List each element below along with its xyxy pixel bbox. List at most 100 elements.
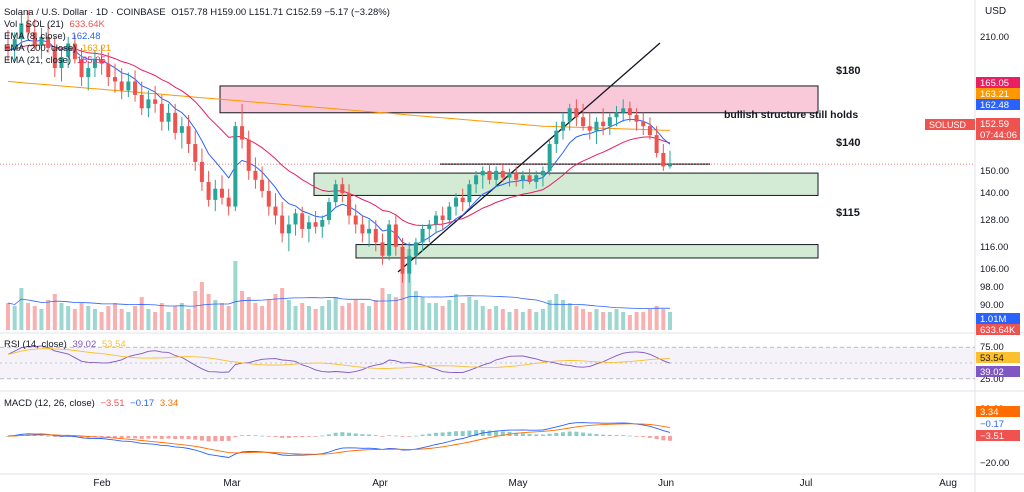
- candle-body[interactable]: [587, 126, 592, 131]
- candle-body[interactable]: [46, 36, 51, 48]
- candle-body[interactable]: [59, 56, 64, 69]
- candle-body[interactable]: [240, 126, 245, 140]
- candle-body[interactable]: [353, 215, 358, 225]
- candle-body[interactable]: [547, 144, 552, 171]
- candle-body[interactable]: [480, 170, 485, 176]
- ema200-label[interactable]: EMA (200, close): [4, 43, 77, 54]
- candle-body[interactable]: [106, 63, 111, 78]
- candle-body[interactable]: [447, 206, 452, 220]
- candle-body[interactable]: [219, 188, 224, 198]
- candle-body[interactable]: [641, 121, 646, 127]
- candle-body[interactable]: [440, 215, 445, 220]
- candle-body[interactable]: [266, 190, 271, 207]
- candle-body[interactable]: [527, 175, 532, 183]
- candle-body[interactable]: [333, 184, 338, 203]
- candle-body[interactable]: [246, 139, 251, 171]
- candle-body[interactable]: [500, 170, 505, 178]
- candle-body[interactable]: [607, 117, 612, 127]
- candle-body[interactable]: [166, 112, 171, 122]
- candle-body[interactable]: [119, 81, 124, 91]
- candle-body[interactable]: [146, 99, 151, 109]
- candle-body[interactable]: [86, 68, 91, 78]
- zone-140[interactable]: [313, 172, 819, 196]
- candle-body[interactable]: [427, 224, 432, 229]
- candle-body[interactable]: [380, 242, 385, 256]
- candle-body[interactable]: [26, 23, 31, 33]
- candle-body[interactable]: [474, 175, 479, 185]
- candle-body[interactable]: [393, 224, 398, 247]
- candle-body[interactable]: [514, 173, 519, 180]
- candle-body[interactable]: [112, 77, 117, 82]
- candle-body[interactable]: [433, 215, 438, 225]
- candle-body[interactable]: [567, 108, 572, 122]
- candle-body[interactable]: [534, 175, 539, 183]
- candle-body[interactable]: [273, 206, 278, 216]
- candle-body[interactable]: [326, 202, 331, 220]
- candle-body[interactable]: [300, 213, 305, 229]
- candle-body[interactable]: [280, 215, 285, 234]
- candle-body[interactable]: [159, 103, 164, 122]
- candle-body[interactable]: [601, 121, 606, 127]
- candle-body[interactable]: [460, 197, 465, 203]
- candle-body[interactable]: [133, 81, 138, 95]
- candle-body[interactable]: [554, 130, 559, 145]
- candle-body[interactable]: [92, 59, 97, 69]
- candle-body[interactable]: [627, 108, 632, 115]
- candle-body[interactable]: [260, 179, 265, 191]
- macd-label[interactable]: MACD (12, 26, close): [4, 398, 95, 409]
- candle-body[interactable]: [293, 213, 298, 225]
- candle-body[interactable]: [647, 126, 652, 136]
- candle-body[interactable]: [206, 182, 211, 200]
- candle-body[interactable]: [233, 126, 238, 207]
- candle-body[interactable]: [454, 197, 459, 207]
- candle-body[interactable]: [72, 43, 77, 60]
- trend-line[interactable]: [397, 42, 661, 273]
- candle-body[interactable]: [179, 126, 184, 133]
- candle-body[interactable]: [213, 188, 218, 200]
- candle-body[interactable]: [367, 228, 372, 234]
- candle-body[interactable]: [494, 170, 499, 180]
- candle-body[interactable]: [193, 144, 198, 162]
- candle-body[interactable]: [581, 117, 586, 127]
- candle-body[interactable]: [66, 43, 71, 57]
- candle-body[interactable]: [5, 45, 11, 51]
- candle-body[interactable]: [19, 23, 24, 40]
- candle-body[interactable]: [99, 59, 104, 64]
- candle-body[interactable]: [387, 224, 392, 256]
- candle-body[interactable]: [286, 224, 291, 234]
- candle-body[interactable]: [487, 170, 492, 180]
- candle-body[interactable]: [520, 175, 525, 180]
- candle-body[interactable]: [420, 228, 425, 243]
- candle-body[interactable]: [199, 161, 204, 183]
- vol-label[interactable]: Vol · SOL (21): [4, 19, 64, 30]
- candle-body[interactable]: [139, 94, 144, 109]
- symbol-tag[interactable]: SOLUSD: [929, 120, 967, 130]
- candle-body[interactable]: [400, 246, 405, 274]
- candle-body[interactable]: [52, 47, 57, 69]
- zone-180[interactable]: [219, 85, 819, 114]
- candle-body[interactable]: [413, 242, 418, 256]
- candle-body[interactable]: [561, 121, 566, 131]
- candle-body[interactable]: [507, 173, 512, 178]
- candle-body[interactable]: [32, 32, 37, 46]
- candle-body[interactable]: [661, 152, 666, 167]
- candle-body[interactable]: [667, 164, 673, 167]
- candle-body[interactable]: [467, 184, 472, 203]
- candle-body[interactable]: [126, 81, 131, 91]
- candle-body[interactable]: [39, 36, 44, 46]
- candle-body[interactable]: [540, 170, 545, 176]
- candle-body[interactable]: [594, 121, 599, 131]
- candle-body[interactable]: [621, 108, 626, 113]
- ema8-label[interactable]: EMA (8, close): [4, 31, 66, 42]
- candle-body[interactable]: [654, 135, 659, 153]
- symbol-title[interactable]: Solana / U.S. Dollar · 1D · COINBASE: [4, 7, 166, 18]
- candle-body[interactable]: [407, 255, 412, 274]
- candle-body[interactable]: [347, 193, 352, 216]
- rsi-label[interactable]: RSI (14, close): [4, 339, 67, 350]
- zone-115[interactable]: [355, 244, 819, 259]
- candle-body[interactable]: [614, 112, 619, 118]
- candle-body[interactable]: [320, 220, 325, 227]
- candle-body[interactable]: [253, 170, 258, 180]
